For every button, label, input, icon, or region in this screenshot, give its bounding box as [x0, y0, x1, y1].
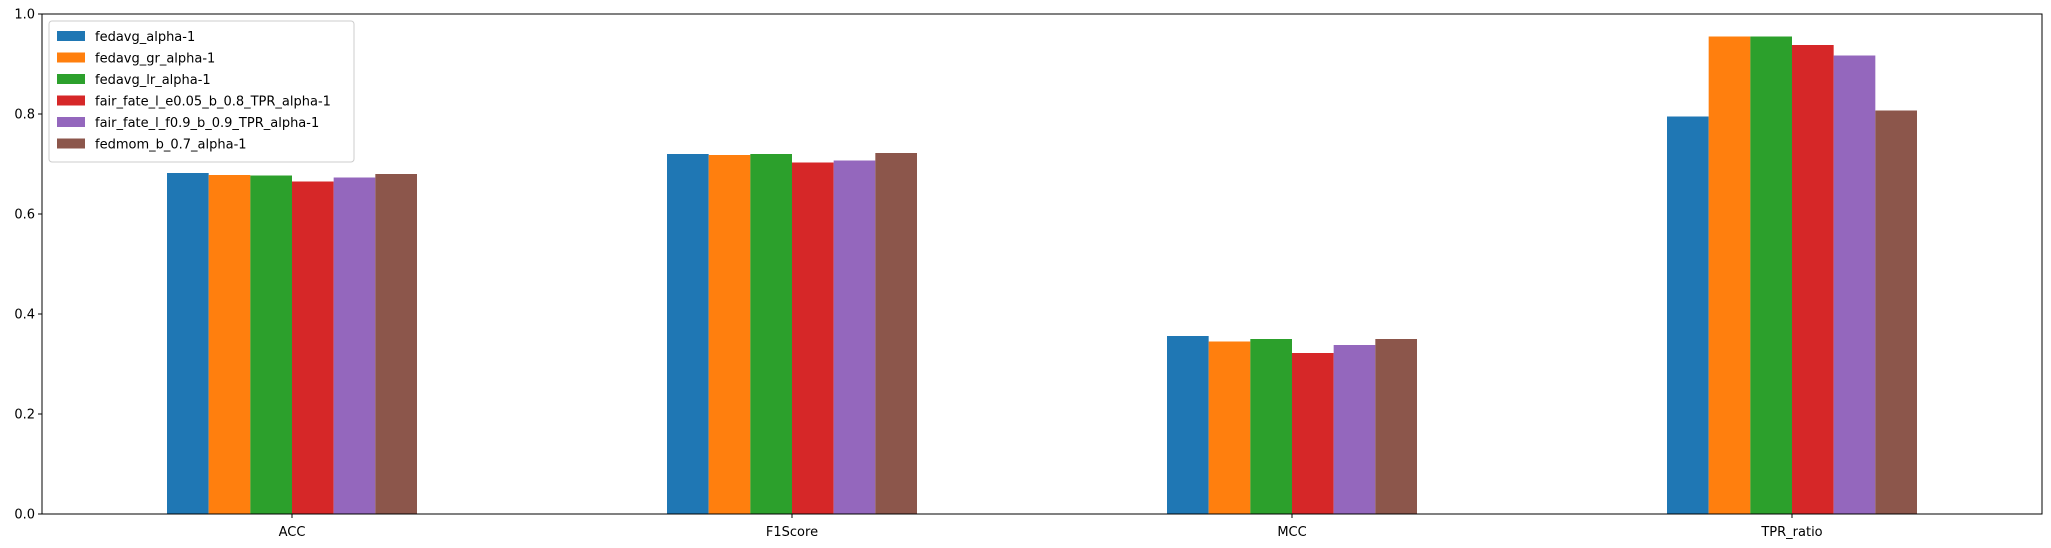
- bar-TPR_ratio-3: [1792, 45, 1834, 514]
- legend-swatch: [57, 138, 85, 149]
- y-tick-label: 1.0: [14, 8, 35, 23]
- legend-label: fedmom_b_0.7_alpha-1: [95, 138, 247, 153]
- y-tick-label: 0.4: [14, 308, 35, 323]
- bar-F1Score-3: [792, 162, 834, 514]
- legend-swatch: [57, 52, 85, 63]
- bar-F1Score-5: [875, 153, 917, 514]
- bar-TPR_ratio-2: [1750, 36, 1792, 514]
- x-tick-label: ACC: [279, 525, 306, 540]
- bar-F1Score-0: [667, 154, 709, 514]
- bar-ACC-3: [292, 181, 334, 514]
- bar-TPR_ratio-5: [1875, 110, 1917, 514]
- bar-F1Score-1: [708, 155, 751, 514]
- legend: fedavg_alpha-1 fedavg_gr_alpha-1 fedavg_lr…: [48, 20, 355, 163]
- bar-F1Score-2: [750, 154, 792, 514]
- bar-MCC-1: [1208, 341, 1251, 514]
- bars-group: [167, 36, 1917, 514]
- y-axis: 0.0 0.2 0.4 0.6 0.8 1.0: [14, 8, 42, 523]
- bar-ACC-2: [250, 175, 292, 514]
- bar-F1Score-4: [833, 160, 876, 514]
- x-tick-label: TPR_ratio: [1760, 525, 1822, 540]
- legend-label: fedavg_gr_alpha-1: [95, 52, 215, 67]
- bar-TPR_ratio-4: [1833, 55, 1876, 514]
- bar-ACC-0: [167, 173, 209, 514]
- x-tick-label: F1Score: [766, 525, 818, 540]
- x-axis: ACC F1Score MCC TPR_ratio: [279, 514, 1823, 540]
- y-tick-label: 0.6: [14, 208, 35, 223]
- bar-MCC-3: [1292, 353, 1334, 514]
- legend-swatch: [57, 117, 85, 127]
- legend-label: fair_fate_l_f0.9_b_0.9_TPR_alpha-1: [95, 116, 319, 131]
- bar-MCC-5: [1375, 339, 1417, 514]
- bar-MCC-0: [1167, 336, 1209, 514]
- y-tick-label: 0.0: [14, 508, 35, 523]
- legend-swatch: [57, 31, 85, 41]
- bar-TPR_ratio-0: [1667, 116, 1709, 514]
- legend-label: fedavg_lr_alpha-1: [95, 73, 211, 88]
- legend-label: fair_fate_l_e0.05_b_0.8_TPR_alpha-1: [95, 95, 331, 110]
- bar-MCC-2: [1250, 339, 1292, 514]
- y-tick-label: 0.2: [14, 408, 35, 423]
- plot-frame: [41, 13, 2043, 515]
- y-tick-label: 0.8: [14, 108, 35, 123]
- bar-ACC-1: [208, 175, 251, 514]
- bar-ACC-5: [375, 174, 417, 514]
- legend-label: fedavg_alpha-1: [95, 30, 195, 45]
- x-tick-label: MCC: [1277, 525, 1306, 540]
- legend-swatch: [57, 95, 85, 106]
- bar-ACC-4: [333, 177, 376, 514]
- legend-box: [48, 20, 355, 163]
- bar-TPR_ratio-1: [1708, 36, 1751, 514]
- legend-swatch: [57, 74, 85, 84]
- bar-MCC-4: [1333, 345, 1376, 514]
